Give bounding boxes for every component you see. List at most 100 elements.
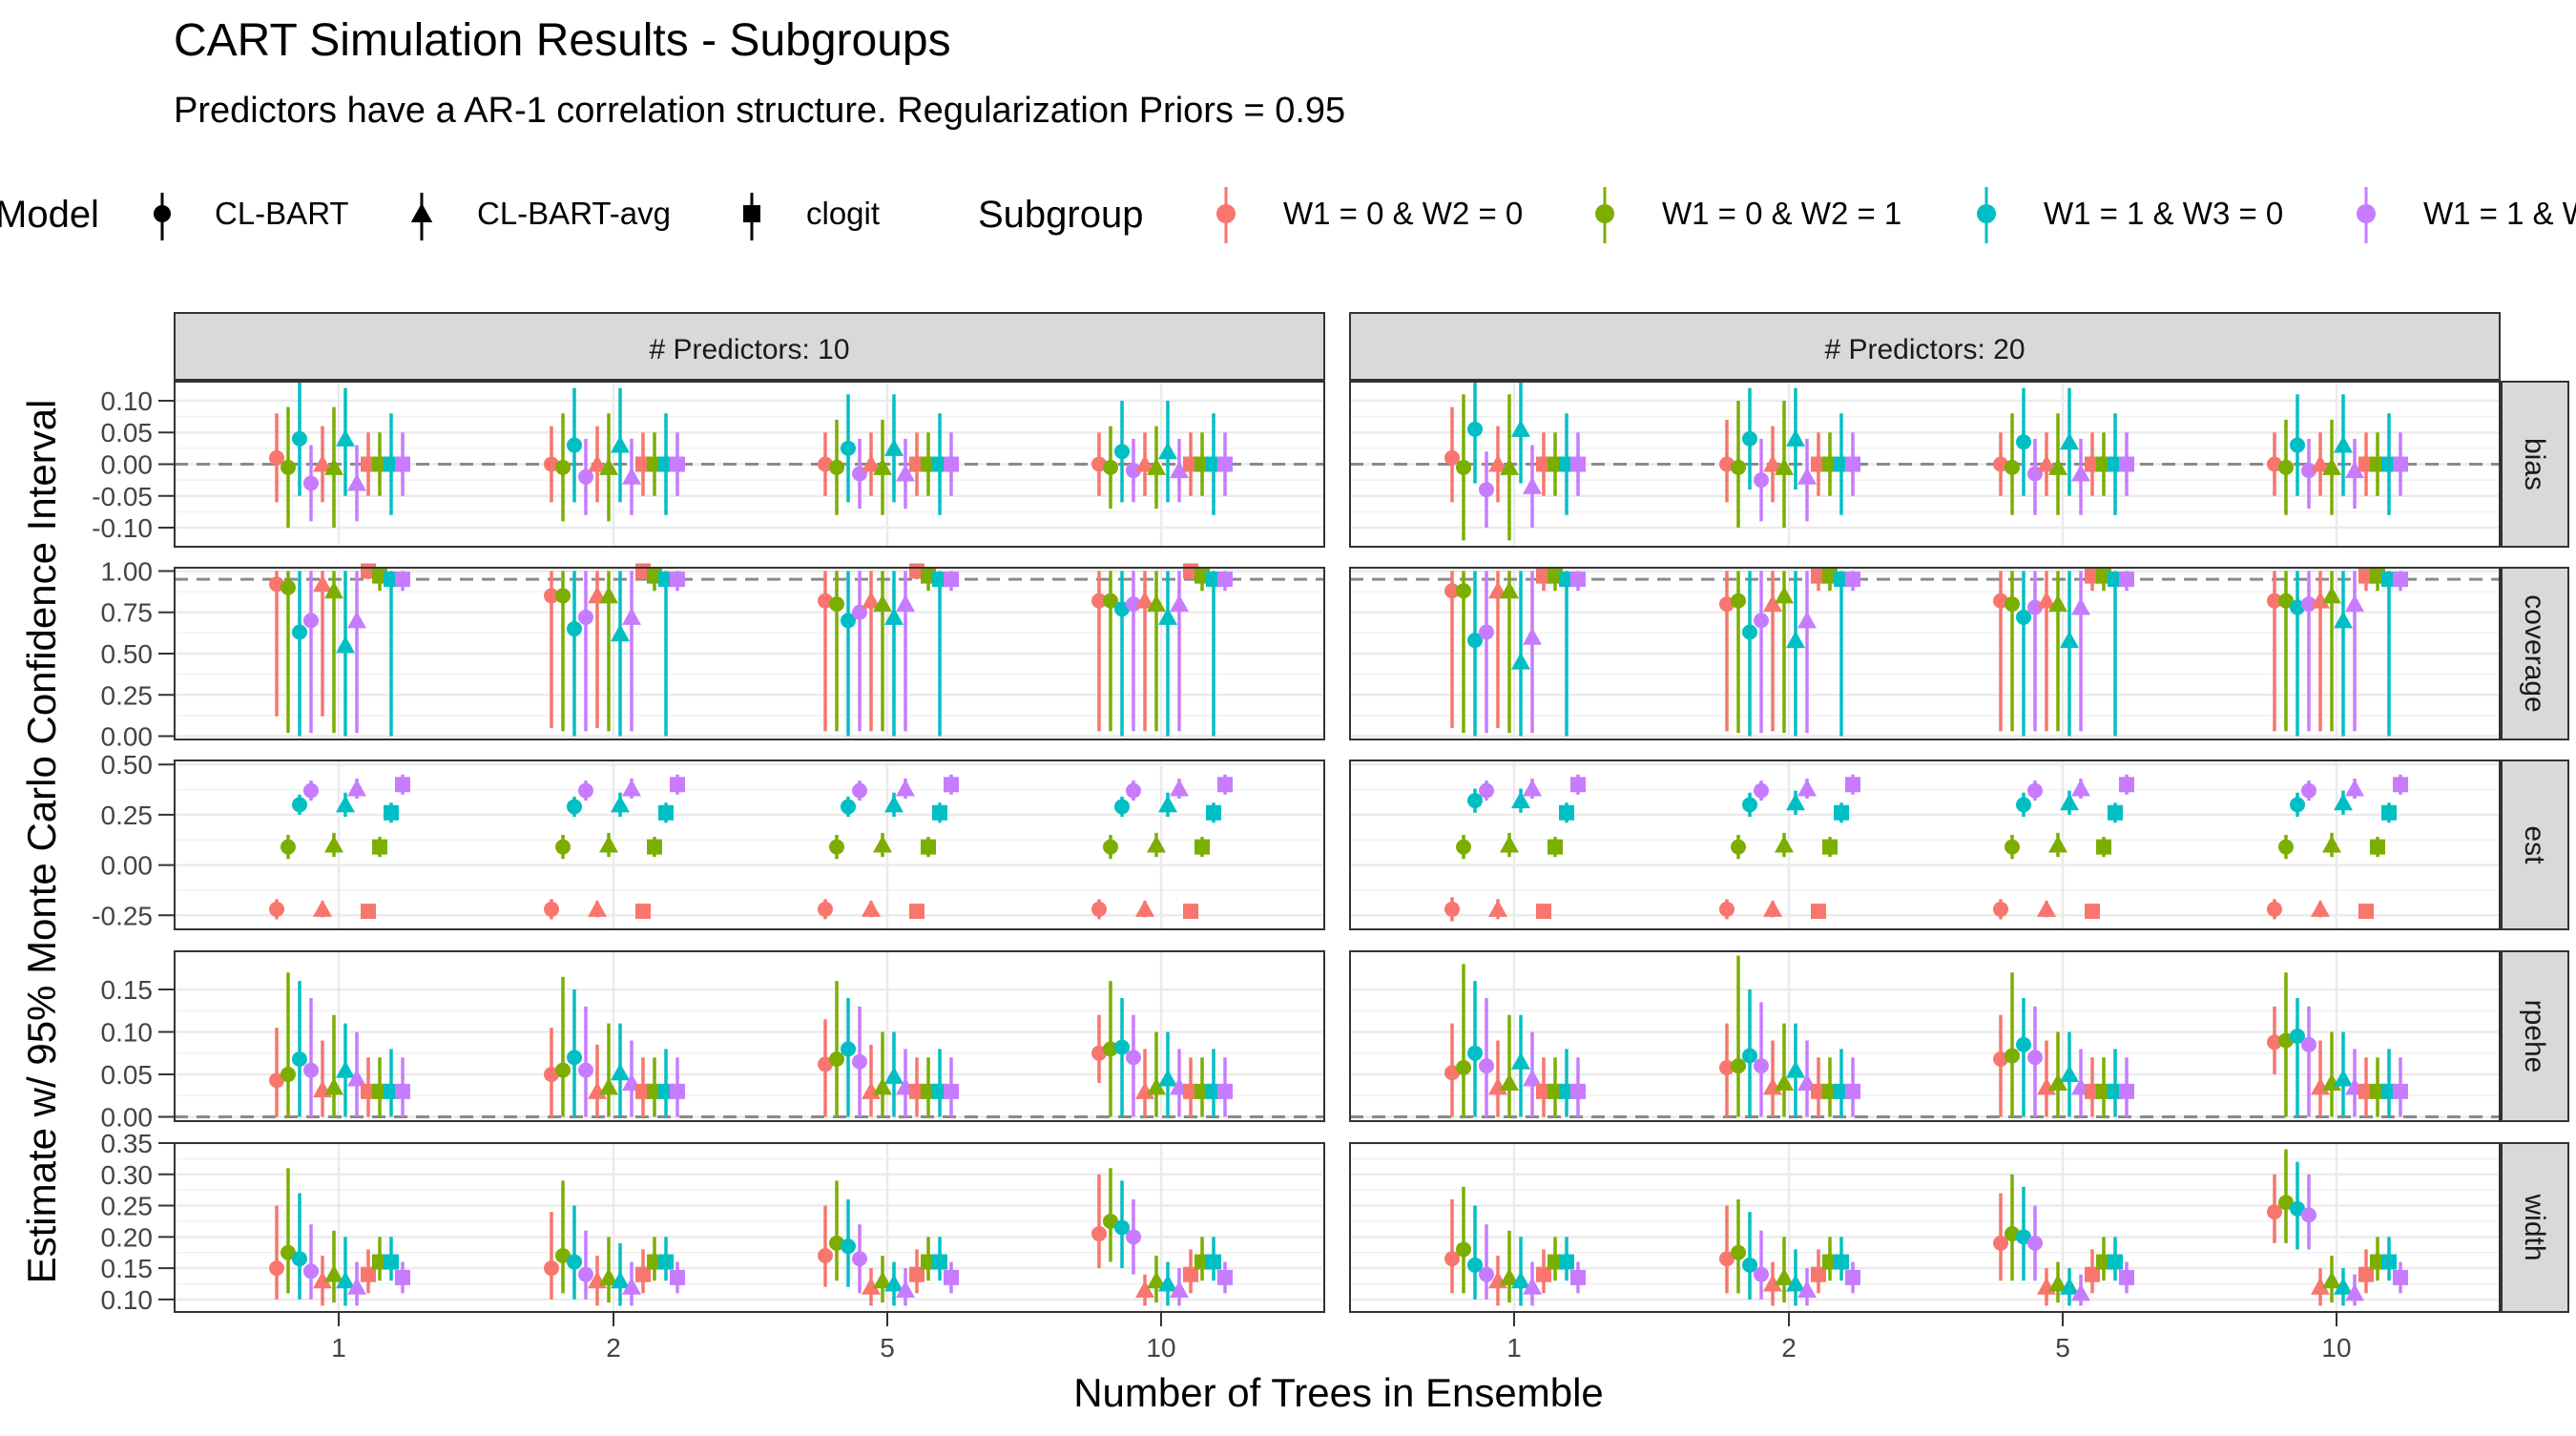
point-square: [395, 777, 410, 793]
point-square: [1217, 572, 1233, 588]
point-circle: [544, 1067, 559, 1083]
point-circle: [303, 782, 319, 799]
point-triangle: [2071, 779, 2090, 797]
x-tick-label: 5: [2055, 1333, 2070, 1363]
point-circle: [578, 609, 593, 625]
legend-subgroup-key-point: [1216, 204, 1236, 223]
point-circle: [1479, 1058, 1494, 1074]
point-circle: [1731, 1058, 1746, 1074]
point-circle: [1456, 1059, 1471, 1075]
point-circle: [2005, 596, 2020, 613]
point-triangle: [347, 473, 366, 491]
point-triangle: [2048, 1274, 2067, 1292]
point-triangle: [1775, 1072, 1794, 1091]
point-triangle: [1797, 467, 1817, 485]
point-circle: [2016, 1229, 2031, 1245]
facet-strip-right: [2501, 381, 2569, 548]
point-triangle: [862, 591, 881, 609]
point-triangle: [2334, 611, 2353, 629]
point-circle: [2290, 599, 2305, 615]
point-square: [1845, 456, 1860, 472]
point-triangle: [1500, 457, 1519, 475]
point-triangle: [1775, 835, 1794, 853]
y-tick-label: 0.15: [101, 975, 154, 1005]
facet-strip-row-label: bias: [2519, 438, 2550, 490]
point-square: [395, 1083, 410, 1099]
point-triangle: [313, 899, 332, 917]
point-circle: [1719, 1251, 1735, 1267]
point-circle: [2005, 459, 2020, 475]
panel-border: [174, 1142, 1325, 1313]
point-circle: [303, 1263, 319, 1280]
point-square: [395, 572, 410, 588]
y-tick-label: 0.00: [101, 450, 154, 480]
point-circle: [2278, 593, 2294, 609]
panel-border: [1349, 760, 2501, 930]
point-circle: [1114, 799, 1130, 815]
point-triangle: [2311, 899, 2330, 917]
point-triangle: [2311, 454, 2330, 472]
point-triangle: [347, 779, 366, 797]
point-circle: [818, 901, 833, 917]
point-triangle: [1147, 594, 1166, 613]
point-triangle: [1523, 779, 1542, 797]
point-square: [2085, 1266, 2100, 1282]
plot-area: # Predictors: 10 # Predictors: 20 bias -0.1…: [92, 312, 2569, 1363]
point-square: [1845, 1083, 1860, 1099]
point-triangle: [2071, 597, 2090, 615]
facet-strip-label: # Predictors: 20: [1824, 334, 2025, 365]
legend-subgroup-key-point: [1595, 204, 1614, 223]
point-triangle: [599, 1267, 618, 1285]
point-triangle: [611, 1271, 630, 1289]
point-triangle: [1523, 1277, 1542, 1295]
point-circle: [1731, 839, 1746, 855]
point-triangle: [2322, 457, 2341, 475]
point-square: [1183, 1266, 1198, 1282]
point-triangle: [1763, 1274, 1782, 1292]
point-square: [647, 839, 662, 855]
point-triangle: [2037, 454, 2056, 472]
point-triangle: [1511, 1271, 1530, 1289]
point-circle: [280, 1244, 296, 1260]
point-square: [2119, 456, 2134, 472]
legend-subgroup-label-4: W1 = 1 & W: [2423, 196, 2576, 231]
point-triangle: [1158, 1274, 1177, 1292]
point-circle: [1731, 459, 1746, 475]
point-triangle: [2334, 1277, 2353, 1295]
point-triangle: [873, 594, 892, 613]
panel-border: [1349, 950, 2501, 1122]
point-square: [909, 904, 924, 920]
point-circle: [2016, 434, 2031, 450]
y-tick-label: -0.25: [92, 901, 153, 930]
point-circle: [292, 430, 307, 447]
point-triangle: [2345, 1283, 2364, 1301]
point-circle: [2027, 782, 2043, 799]
x-tick-label: 10: [2321, 1333, 2351, 1363]
point-triangle: [347, 1069, 366, 1087]
point-square: [1206, 804, 1221, 821]
point-square: [2119, 1083, 2134, 1099]
point-circle: [1754, 613, 1769, 629]
point-triangle: [1523, 1069, 1542, 1087]
panel-border: [174, 950, 1325, 1122]
point-triangle: [2334, 435, 2353, 453]
point-circle: [829, 459, 844, 475]
point-circle: [1103, 1213, 1118, 1229]
point-circle: [2016, 797, 2031, 813]
point-circle: [1754, 1266, 1769, 1282]
point-circle: [852, 1053, 867, 1070]
point-circle: [2278, 1032, 2294, 1049]
point-triangle: [2060, 1277, 2079, 1295]
point-triangle: [2048, 1072, 2067, 1091]
x-tick-label: 2: [606, 1333, 621, 1363]
point-triangle: [1147, 1271, 1166, 1289]
point-triangle: [1135, 591, 1154, 609]
facet-strip-right: [2501, 1142, 2569, 1313]
point-triangle: [884, 1066, 904, 1084]
x-axis-title: Number of Trees in Ensemble: [1073, 1370, 1604, 1415]
legend-subgroup-label-3: W1 = 1 & W3 = 0: [2044, 196, 2283, 231]
point-triangle: [1500, 835, 1519, 853]
legend-model-key-triangle: [410, 202, 433, 222]
point-triangle: [1488, 899, 1507, 917]
